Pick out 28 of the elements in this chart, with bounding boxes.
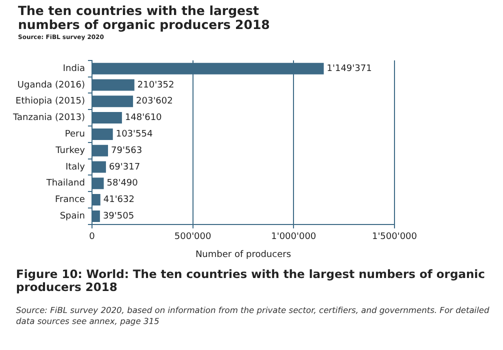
data-label: 203'602 <box>136 96 173 107</box>
x-axis-title: Number of producers <box>195 250 292 260</box>
x-tick-label: 1'500'000 <box>372 232 418 242</box>
x-tick-label: 1'000'000 <box>271 232 316 242</box>
y-tick-label: Peru <box>64 130 85 140</box>
x-tick-label: 500'000 <box>174 232 212 242</box>
data-label: 41'632 <box>103 195 134 206</box>
y-tick-label: Tanzania (2013) <box>12 113 85 124</box>
data-label: 210'352 <box>137 80 174 90</box>
data-label: 1'149'371 <box>326 64 372 74</box>
chart-title: The ten countries with the largest numbers of organic producers 2018 <box>18 3 271 32</box>
y-tick-label: France <box>55 195 86 206</box>
y-tick-label: Thailand <box>45 178 85 189</box>
source-note: Source: FiBL survey 2020, based on information from the private sector, certifiers, and governments. For detailed data sources see annex, page 315 <box>16 305 490 327</box>
caption: Figure 10: World: The ten countries with the largest numbers of organic producers 2018 <box>16 267 486 294</box>
data-label: 69'317 <box>108 162 140 172</box>
data-label: 103'554 <box>116 130 153 140</box>
data-label: 148'610 <box>124 113 162 124</box>
y-tick-label: India <box>62 64 85 74</box>
y-tick-label: Spain <box>60 212 85 222</box>
x-tick-label: 0 <box>89 232 96 242</box>
y-tick-label: Turkey <box>54 146 86 156</box>
y-tick-label: Ethiopia (2015) <box>16 96 85 107</box>
data-label: 79'563 <box>111 146 142 156</box>
data-label: 58'490 <box>106 178 138 189</box>
y-tick-label: Uganda (2016) <box>17 80 85 90</box>
y-tick-label: Italy <box>65 162 86 172</box>
data-label: 39'505 <box>102 212 134 222</box>
